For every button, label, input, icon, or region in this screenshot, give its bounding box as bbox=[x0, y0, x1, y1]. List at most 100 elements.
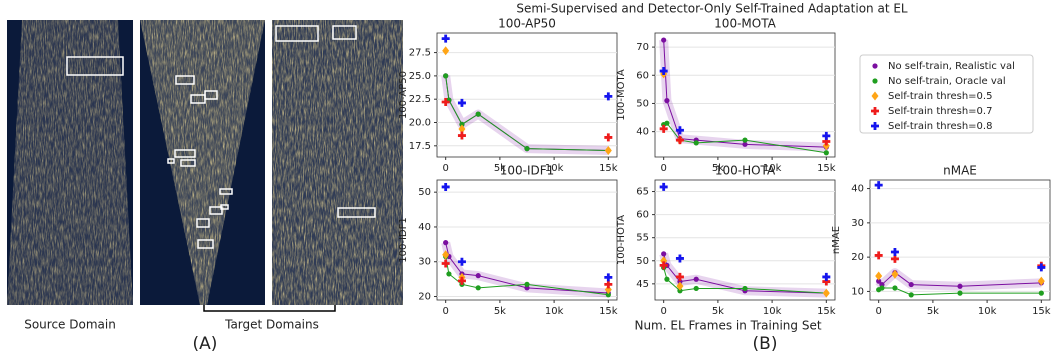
marker bbox=[443, 73, 448, 78]
y-tick-label: 55 bbox=[636, 233, 649, 244]
y-tick-label: 40 bbox=[851, 184, 864, 195]
x-tick-label: 10k bbox=[978, 306, 997, 317]
legend-label: Self-train thresh=0.5 bbox=[888, 91, 992, 102]
legend-label: Self-train thresh=0.8 bbox=[888, 121, 992, 132]
marker bbox=[661, 251, 666, 256]
legend-marker bbox=[872, 63, 877, 68]
y-tick-label: 10 bbox=[851, 286, 864, 297]
marker bbox=[879, 285, 884, 290]
y-tick-label: 20 bbox=[851, 252, 864, 263]
chart-title: 100-AP50 bbox=[498, 17, 556, 31]
y-tick-label: 40 bbox=[418, 222, 431, 233]
marker bbox=[660, 183, 668, 191]
x-tick-label: 10k bbox=[763, 306, 782, 317]
y-tick-label: 20 bbox=[418, 292, 431, 303]
chart-title: 100-HOTA bbox=[715, 164, 776, 178]
y-tick-label: 45 bbox=[636, 279, 649, 290]
marker bbox=[1039, 291, 1044, 296]
y-axis-label: 100-IDF1 bbox=[398, 217, 409, 262]
chart-title: 100-MOTA bbox=[714, 17, 776, 31]
y-tick-label: 50 bbox=[636, 98, 649, 109]
x-tick-label: 5k bbox=[927, 306, 939, 317]
marker bbox=[875, 251, 883, 259]
line bbox=[446, 76, 609, 151]
y-tick-label: 65 bbox=[636, 187, 649, 198]
y-axis-label: 100-MOTA bbox=[616, 69, 627, 121]
x-tick-label: 15k bbox=[599, 306, 618, 317]
y-tick-label: 30 bbox=[851, 218, 864, 229]
chart-title: nMAE bbox=[943, 164, 977, 178]
y-tick-label: 22.5 bbox=[409, 94, 431, 105]
y-tick-label: 70 bbox=[636, 42, 649, 53]
marker bbox=[604, 280, 612, 288]
x-tick-label: 0 bbox=[660, 306, 666, 317]
y-tick-label: 17.5 bbox=[409, 141, 431, 152]
x-tick-label: 5k bbox=[712, 306, 724, 317]
line bbox=[446, 76, 609, 151]
legend-label: No self-train, Oracle val bbox=[888, 76, 1006, 87]
y-tick-label: 40 bbox=[636, 127, 649, 138]
y-tick-label: 60 bbox=[636, 210, 649, 221]
marker bbox=[443, 240, 448, 245]
y-tick-label: 27.5 bbox=[409, 48, 431, 59]
marker bbox=[476, 273, 481, 278]
legend-marker bbox=[872, 78, 877, 83]
marker bbox=[524, 146, 529, 151]
x-tick-label: 15k bbox=[817, 163, 836, 174]
marker bbox=[661, 37, 666, 42]
marker bbox=[664, 98, 669, 103]
marker bbox=[604, 273, 612, 281]
source-label: Source Domain bbox=[24, 318, 116, 332]
marker bbox=[909, 282, 914, 287]
x-tick-label: 0 bbox=[875, 306, 881, 317]
marker bbox=[909, 292, 914, 297]
marker bbox=[458, 99, 466, 107]
x-tick-label: 15k bbox=[1032, 306, 1051, 317]
chart-title: 100-IDF1 bbox=[500, 164, 555, 178]
x-tick-label: 0 bbox=[660, 163, 666, 174]
marker bbox=[442, 46, 449, 55]
marker bbox=[824, 150, 829, 155]
marker bbox=[446, 271, 451, 276]
marker bbox=[891, 255, 899, 263]
y-tick-label: 50 bbox=[418, 187, 431, 198]
line bbox=[664, 40, 827, 147]
marker bbox=[875, 181, 883, 189]
y-tick-label: 25.0 bbox=[409, 71, 431, 82]
band bbox=[664, 40, 827, 147]
marker bbox=[524, 282, 529, 287]
marker bbox=[604, 133, 612, 141]
x-tick-label: 15k bbox=[817, 306, 836, 317]
y-axis-label: nMAE bbox=[831, 226, 842, 254]
marker bbox=[442, 183, 450, 191]
legend-label: Self-train thresh=0.7 bbox=[888, 106, 992, 117]
marker bbox=[822, 273, 830, 281]
band bbox=[446, 76, 609, 151]
marker bbox=[742, 137, 747, 142]
marker bbox=[742, 286, 747, 291]
marker bbox=[442, 35, 450, 43]
marker bbox=[957, 284, 962, 289]
x-tick-label: 0 bbox=[442, 306, 448, 317]
x-tick-label: 0 bbox=[442, 163, 448, 174]
marker bbox=[694, 277, 699, 282]
marker bbox=[892, 285, 897, 290]
panel-b-label: (B) bbox=[753, 334, 778, 354]
figure: Source Domain Target Domains (A) (B) Sem… bbox=[0, 0, 1055, 355]
marker bbox=[891, 248, 899, 256]
suptitle: Semi-Supervised and Detector-Only Self-T… bbox=[516, 2, 908, 16]
axes-frame bbox=[437, 33, 617, 157]
marker bbox=[476, 285, 481, 290]
y-tick-label: 60 bbox=[636, 70, 649, 81]
y-tick-label: 50 bbox=[636, 256, 649, 267]
x-tick-label: 5k bbox=[494, 306, 506, 317]
y-axis-label: 100-HOTA bbox=[616, 215, 627, 265]
marker bbox=[664, 121, 669, 126]
target-label: Target Domains bbox=[224, 318, 319, 332]
y-tick-label: 30 bbox=[418, 257, 431, 268]
marker bbox=[664, 277, 669, 282]
panel-a-label: (A) bbox=[193, 334, 218, 354]
x-tick-label: 15k bbox=[599, 163, 618, 174]
x-axis-label: Num. EL Frames in Training Set bbox=[634, 319, 821, 333]
marker bbox=[694, 140, 699, 145]
